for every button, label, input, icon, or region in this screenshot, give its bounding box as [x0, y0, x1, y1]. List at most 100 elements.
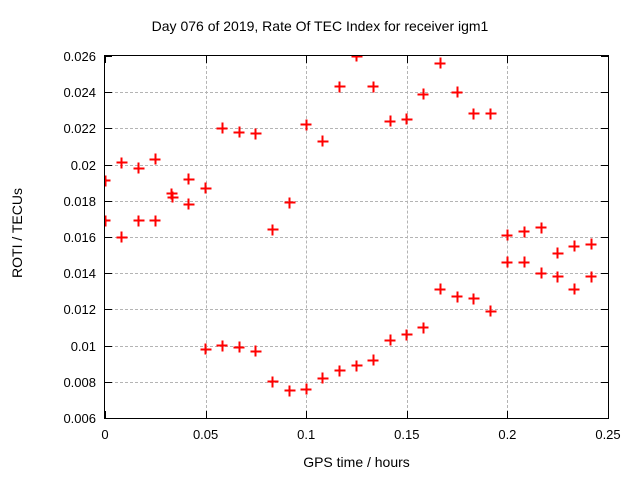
- marker-vertical-bar: [288, 385, 291, 397]
- data-point-marker: [284, 197, 295, 209]
- y-tick-right: [601, 128, 608, 130]
- data-point-marker: [105, 175, 111, 187]
- data-point-marker: [317, 372, 329, 384]
- marker-vertical-bar: [338, 365, 341, 377]
- data-point-marker: [216, 340, 228, 352]
- data-point-marker: [434, 57, 446, 69]
- x-tick-bottom: [608, 411, 609, 418]
- marker-vertical-bar: [137, 215, 140, 227]
- data-point-marker: [585, 238, 597, 250]
- y-tick-label: 0.018: [63, 193, 96, 209]
- data-point-marker: [105, 215, 111, 227]
- x-tick-bottom: [406, 411, 408, 418]
- y-tick-right: [601, 237, 608, 238]
- marker-vertical-bar: [556, 271, 559, 283]
- marker-vertical-bar: [187, 198, 190, 210]
- marker-vertical-bar: [472, 108, 475, 120]
- data-point-marker: [568, 240, 580, 252]
- data-point-marker: [552, 247, 564, 259]
- y-tick-left: [105, 273, 112, 275]
- data-point-marker: [384, 115, 396, 127]
- data-point-marker: [300, 383, 312, 395]
- marker-vertical-bar: [321, 372, 324, 384]
- y-tick-label: 0.02: [70, 157, 96, 173]
- marker-vertical-bar: [506, 256, 509, 268]
- marker-vertical-bar: [389, 115, 392, 127]
- marker-vertical-bar: [372, 81, 375, 93]
- x-tick-top: [306, 56, 308, 63]
- y-tick-label: 0.014: [63, 266, 96, 282]
- marker-vertical-bar: [439, 283, 442, 295]
- x-tick-bottom: [105, 411, 106, 418]
- marker-vertical-bar: [489, 108, 492, 120]
- x-tick-bottom: [306, 411, 308, 418]
- data-point-marker: [267, 224, 279, 236]
- marker-vertical-bar: [556, 247, 559, 259]
- data-point-marker: [133, 162, 145, 174]
- marker-vertical-bar: [540, 267, 542, 279]
- data-point-marker: [183, 173, 195, 185]
- x-tick-top: [105, 56, 106, 63]
- marker-vertical-bar: [405, 329, 408, 341]
- marker-vertical-bar: [372, 354, 375, 366]
- data-point-marker: [334, 365, 346, 377]
- data-point-marker: [468, 293, 480, 305]
- y-tick-left: [105, 164, 112, 166]
- data-point-marker: [200, 182, 212, 194]
- y-tick-right: [601, 200, 608, 202]
- marker-vertical-bar: [405, 113, 408, 125]
- data-point-marker: [267, 376, 279, 388]
- x-tick-label: 0.15: [394, 427, 420, 442]
- data-point-marker: [434, 283, 446, 295]
- data-point-marker: [417, 322, 429, 333]
- data-point-marker: [501, 256, 513, 268]
- marker-vertical-bar: [523, 226, 526, 238]
- data-point-marker: [116, 231, 128, 243]
- marker-vertical-bar: [154, 153, 157, 165]
- marker-vertical-bar: [305, 119, 308, 131]
- data-point-marker: [535, 267, 547, 279]
- marker-vertical-bar: [456, 291, 459, 303]
- marker-vertical-bar: [472, 293, 475, 305]
- marker-vertical-bar: [288, 197, 291, 209]
- y-gridline: [105, 200, 608, 202]
- x-tick-top: [507, 56, 509, 63]
- marker-vertical-bar: [271, 376, 274, 388]
- y-tick-left: [105, 92, 112, 94]
- y-tick-right: [601, 345, 608, 347]
- data-point-marker: [451, 86, 463, 98]
- y-gridline: [105, 92, 608, 94]
- data-point-marker: [233, 126, 245, 138]
- y-tick-right: [601, 309, 608, 311]
- data-point-marker: [451, 291, 463, 303]
- data-point-marker: [351, 360, 362, 371]
- data-point-marker: [417, 88, 429, 100]
- marker-vertical-bar: [389, 334, 392, 346]
- x-gridline: [306, 56, 308, 418]
- data-point-marker: [518, 256, 530, 268]
- y-tick-label: 0.022: [63, 121, 96, 137]
- data-point-marker: [568, 283, 580, 295]
- data-point-marker: [384, 334, 396, 346]
- x-tick-label: 0: [101, 427, 109, 442]
- y-tick-left: [105, 418, 112, 419]
- y-tick-left: [105, 56, 112, 57]
- y-tick-left: [105, 200, 112, 202]
- marker-vertical-bar: [204, 343, 207, 355]
- y-tick-label: 0.026: [63, 49, 96, 64]
- x-tick-label: 0.25: [595, 427, 621, 442]
- marker-vertical-bar: [321, 135, 324, 147]
- y-tick-left: [105, 345, 112, 347]
- y-tick-right: [601, 273, 608, 275]
- data-point-marker: [300, 119, 312, 131]
- marker-vertical-bar: [338, 81, 341, 93]
- marker-vertical-bar: [422, 322, 425, 333]
- data-point-marker: [200, 343, 212, 355]
- y-tick-left: [105, 237, 112, 238]
- plot-area: [104, 55, 609, 419]
- marker-vertical-bar: [271, 224, 274, 236]
- data-point-marker: [250, 345, 262, 357]
- marker-vertical-bar: [506, 229, 509, 241]
- marker-vertical-bar: [105, 175, 106, 187]
